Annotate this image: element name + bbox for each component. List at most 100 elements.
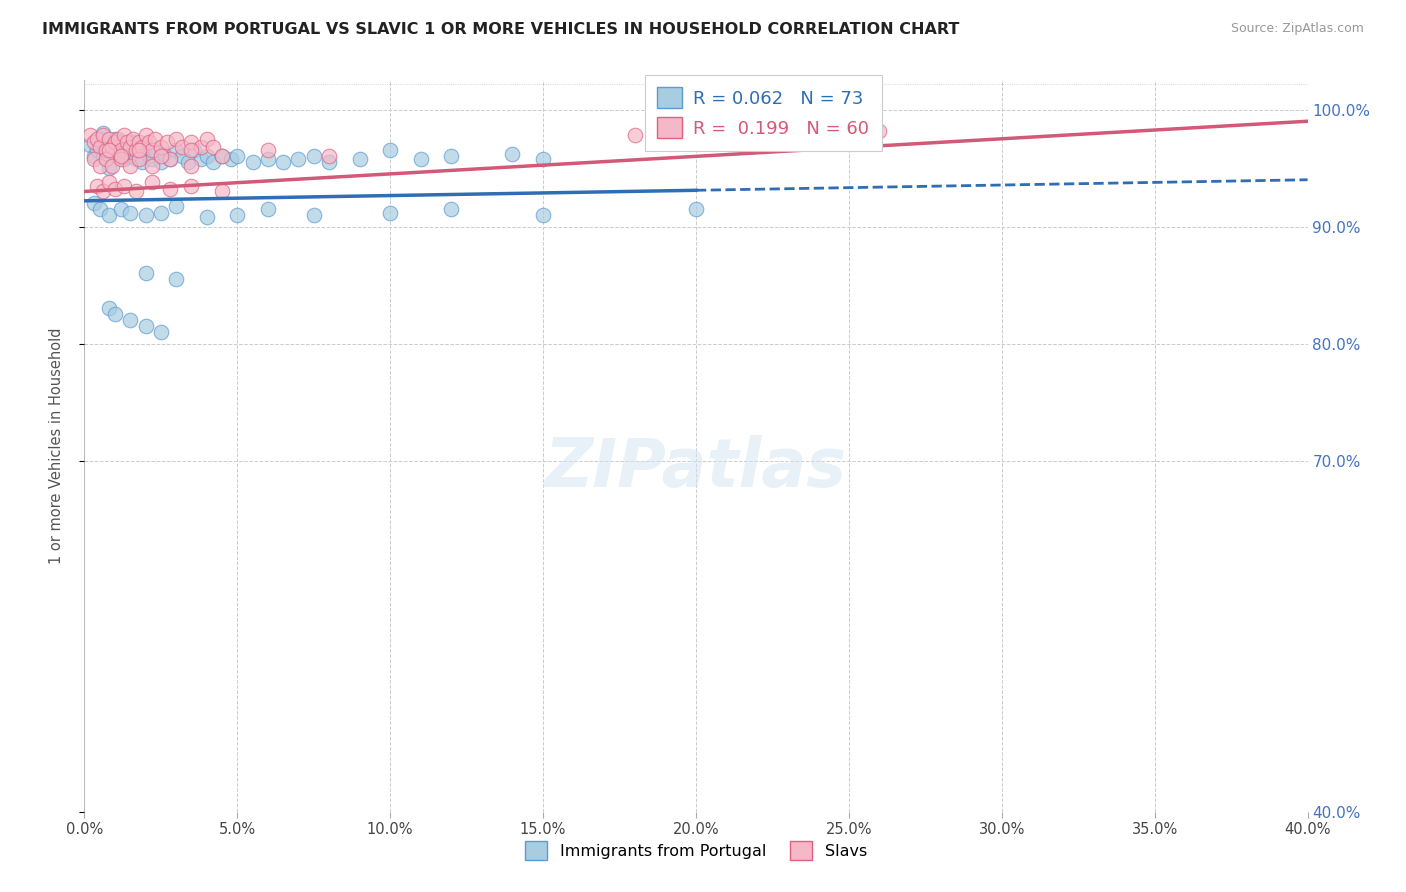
- Point: [91, 185, 114, 199]
- Point: [115, 144, 138, 158]
- Point: [125, 185, 148, 199]
- Point: [86, 132, 108, 146]
- Point: [219, 152, 242, 166]
- Point: [101, 159, 124, 173]
- Point: [138, 136, 160, 150]
- Text: IMMIGRANTS FROM PORTUGAL VS SLAVIC 1 OR MORE VEHICLES IN HOUSEHOLD CORRELATION C: IMMIGRANTS FROM PORTUGAL VS SLAVIC 1 OR …: [42, 22, 959, 37]
- Point: [120, 149, 142, 163]
- Point: [79, 128, 101, 143]
- Point: [159, 152, 181, 166]
- Point: [257, 144, 280, 158]
- Point: [156, 136, 179, 150]
- Point: [165, 144, 187, 158]
- Point: [128, 152, 150, 166]
- Point: [131, 155, 153, 169]
- Point: [112, 152, 135, 166]
- Point: [135, 208, 157, 222]
- Point: [89, 159, 111, 173]
- Y-axis label: 1 or more Vehicles in Household: 1 or more Vehicles in Household: [49, 327, 63, 565]
- Point: [97, 144, 120, 158]
- Point: [180, 178, 202, 193]
- Point: [104, 182, 127, 196]
- Point: [211, 185, 233, 199]
- Point: [83, 149, 105, 163]
- Point: [122, 136, 145, 150]
- Point: [107, 140, 129, 154]
- Point: [79, 137, 101, 152]
- Point: [135, 128, 157, 143]
- Point: [112, 178, 135, 193]
- Point: [97, 161, 120, 175]
- Point: [104, 147, 127, 161]
- Point: [135, 266, 157, 280]
- Point: [172, 149, 194, 163]
- Point: [97, 208, 120, 222]
- Point: [180, 136, 202, 150]
- Point: [135, 137, 157, 152]
- Point: [138, 149, 160, 163]
- Point: [120, 159, 142, 173]
- Point: [125, 144, 148, 158]
- Point: [869, 123, 891, 137]
- Point: [89, 140, 111, 154]
- Point: [101, 140, 124, 154]
- Point: [271, 155, 294, 169]
- Point: [531, 208, 554, 222]
- Point: [110, 144, 132, 158]
- Point: [86, 144, 108, 158]
- Point: [201, 140, 224, 154]
- Point: [141, 144, 163, 158]
- Point: [141, 159, 163, 173]
- Point: [128, 136, 150, 150]
- Point: [149, 140, 172, 154]
- Point: [409, 152, 432, 166]
- Point: [128, 144, 150, 158]
- Point: [94, 144, 117, 158]
- Point: [159, 182, 181, 196]
- Text: Source: ZipAtlas.com: Source: ZipAtlas.com: [1230, 22, 1364, 36]
- Point: [125, 152, 148, 166]
- Point: [89, 202, 111, 216]
- Point: [149, 325, 172, 339]
- Point: [135, 319, 157, 334]
- Point: [287, 152, 309, 166]
- Point: [195, 149, 218, 163]
- Point: [685, 202, 707, 216]
- Point: [83, 136, 105, 150]
- Point: [110, 136, 132, 150]
- Point: [101, 140, 124, 154]
- Legend: Immigrants from Portugal, Slavs: Immigrants from Portugal, Slavs: [519, 835, 873, 866]
- Point: [180, 159, 202, 173]
- Point: [131, 140, 153, 154]
- Point: [110, 152, 132, 166]
- Point: [110, 202, 132, 216]
- Point: [380, 144, 402, 158]
- Point: [257, 202, 280, 216]
- Point: [153, 147, 176, 161]
- Text: ZIPatlas: ZIPatlas: [546, 435, 846, 501]
- Point: [165, 272, 187, 286]
- Point: [104, 307, 127, 321]
- Point: [502, 147, 524, 161]
- Point: [195, 211, 218, 225]
- Point: [531, 152, 554, 166]
- Point: [242, 155, 264, 169]
- Point: [149, 155, 172, 169]
- Point: [183, 144, 205, 158]
- Point: [180, 144, 202, 158]
- Point: [141, 175, 163, 189]
- Point: [97, 175, 120, 189]
- Point: [165, 198, 187, 212]
- Point: [86, 178, 108, 193]
- Point: [141, 152, 163, 166]
- Point: [211, 149, 233, 163]
- Point: [172, 140, 194, 154]
- Point: [190, 140, 212, 154]
- Point: [91, 149, 114, 163]
- Point: [122, 132, 145, 146]
- Point: [104, 132, 127, 146]
- Point: [440, 149, 463, 163]
- Point: [201, 155, 224, 169]
- Point: [83, 152, 105, 166]
- Point: [94, 152, 117, 166]
